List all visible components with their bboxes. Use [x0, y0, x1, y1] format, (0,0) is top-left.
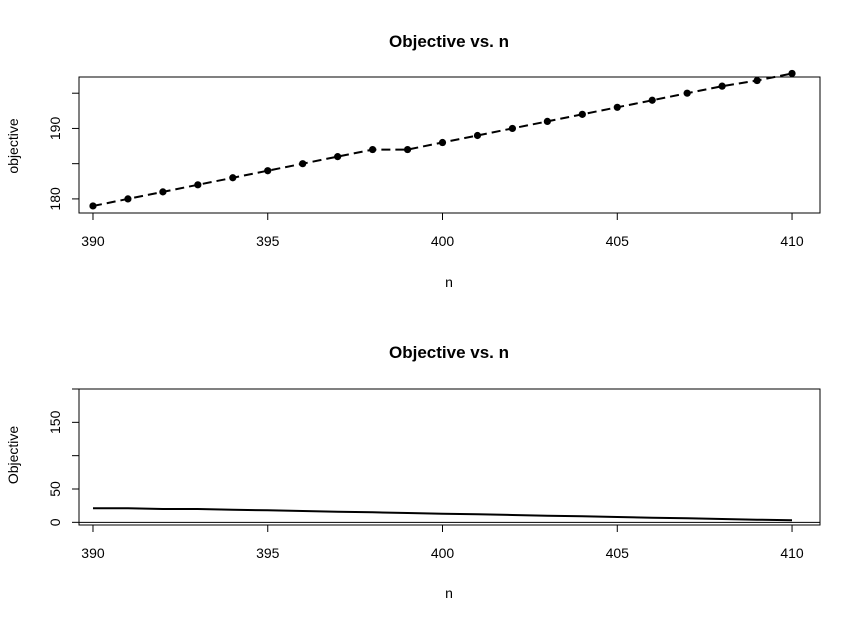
plot-frame: [78, 76, 821, 214]
x-tick-label: 405: [606, 545, 630, 561]
y-tick-label: 50: [47, 481, 63, 497]
y-axis: 0 50 150: [47, 388, 80, 526]
x-tick-label: 405: [606, 233, 630, 249]
y-tick-label: 150: [47, 410, 63, 434]
y-tick-label: 180: [47, 187, 63, 211]
data-point: [753, 76, 761, 85]
plot-title: Objective vs. n: [389, 343, 509, 362]
plot-frame: [78, 388, 821, 526]
x-tick-label: 395: [256, 233, 280, 249]
y-axis: 180 190: [47, 92, 80, 211]
data-point: [683, 89, 691, 97]
y-axis-label: objective: [5, 118, 21, 173]
data-point: [578, 110, 586, 118]
data-point: [124, 195, 132, 203]
data-point: [299, 160, 307, 168]
data-point: [369, 145, 377, 154]
data-point: [264, 167, 272, 175]
x-tick-label: 410: [780, 545, 804, 561]
data-point: [438, 138, 447, 147]
data-point: [229, 174, 237, 182]
x-axis-label: n: [445, 585, 453, 601]
x-axis: 390 395 400 405 410: [81, 524, 804, 561]
data-point: [89, 202, 97, 210]
y-axis-label: Objective: [5, 426, 21, 485]
y-tick-label: 0: [47, 518, 63, 526]
x-tick-label: 400: [431, 545, 455, 561]
x-axis: 390 395 400 405 410: [81, 212, 804, 249]
objective-plot-top: Objective vs. n n objective 390 395 400 405…: [5, 32, 821, 290]
x-tick-label: 395: [256, 545, 280, 561]
data-point: [159, 188, 167, 196]
x-axis-label: n: [445, 274, 453, 290]
x-tick-label: 400: [431, 233, 455, 249]
x-tick-label: 390: [81, 545, 105, 561]
data-point: [334, 153, 342, 161]
series-line: [93, 507, 793, 522]
data-point: [473, 131, 482, 140]
data-point: [648, 96, 656, 104]
y-tick-label: 190: [47, 117, 63, 141]
x-tick-label: 410: [780, 233, 804, 249]
data-point: [718, 82, 726, 90]
data-point: [508, 124, 517, 133]
x-tick-label: 390: [81, 233, 105, 249]
data-point: [788, 69, 796, 78]
data-point: [403, 145, 412, 154]
plot-title: Objective vs. n: [389, 32, 509, 51]
data-point: [194, 181, 202, 189]
objective-plot-bottom: Objective vs. n n Objective 390 395 400 405…: [5, 343, 821, 601]
data-point: [543, 117, 551, 125]
data-point: [613, 103, 621, 111]
